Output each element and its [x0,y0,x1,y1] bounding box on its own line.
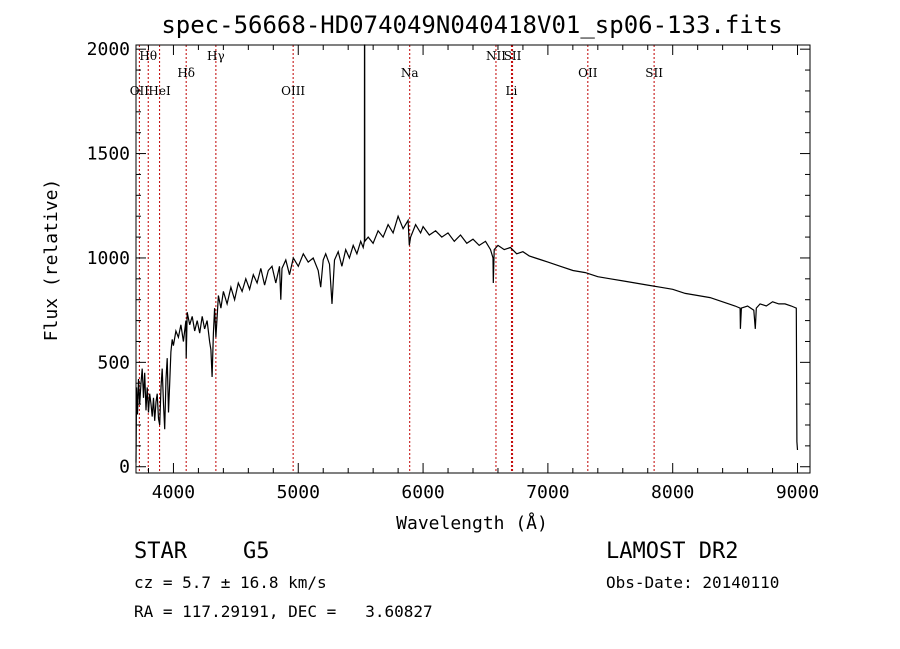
line-label-8: SII [504,49,522,63]
axis-ticks: 4000 5000 6000 7000 8000 9000 0 500 1000 1500 2000 [87,39,820,503]
line-label-3: Hδ [177,66,195,80]
line-label-9: Li [506,84,518,98]
object-subclass: G5 [243,539,270,564]
x-tick-label-0: 4000 [152,482,195,503]
y-tick-label-2: 1000 [87,248,130,269]
y-tick-label-0: 0 [119,457,130,478]
x-tick-label-4: 8000 [651,482,694,503]
x-tick-label-1: 5000 [277,482,320,503]
plot-frame [135,44,811,474]
y-tick-label-3: 1500 [87,144,130,165]
line-label-11: SII [645,66,663,80]
y-axis-label: Flux (relative) [41,179,62,342]
x-tick-label-2: 6000 [401,482,444,503]
object-class: STAR [134,539,187,564]
x-axis-label: Wavelength (Å) [396,512,548,534]
spectrum-series [135,44,799,463]
redshift-text: cz = 5.7 ± 16.8 km/s [134,573,327,592]
line-label-5: OIII [281,84,305,98]
x-tick-label-5: 9000 [776,482,819,503]
y-tick-label-1: 500 [97,352,130,373]
line-label-6: Na [401,66,419,80]
y-tick-label-4: 2000 [87,39,130,60]
x-tick-label-3: 7000 [526,482,569,503]
chart-title: spec-56668-HD074049N040418V01_sp06-133.f… [161,11,782,39]
line-label-0: Hθ [139,49,157,63]
ra-dec: RA = 117.29191, DEC = 3.60827 [134,602,433,621]
line-label-4: Hγ [207,49,225,63]
line-label-2: HeI [148,84,171,98]
line-label-10: OII [578,66,598,80]
line-label-7: NII [486,49,506,63]
obs-date: Obs-Date: 20140110 [606,573,780,592]
survey-name: LAMOST DR2 [606,539,739,564]
